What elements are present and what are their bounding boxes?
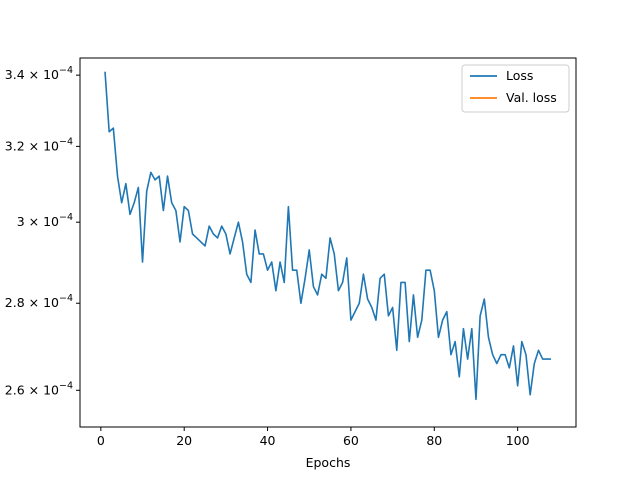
series-layer xyxy=(104,71,551,401)
y-tick-label: 3 × 10−4 xyxy=(17,212,73,229)
x-tick-label: 20 xyxy=(176,433,192,448)
y-tick-label: 2.6 × 10−4 xyxy=(5,380,73,397)
x-tick-label: 100 xyxy=(506,433,530,448)
y-tick-label: 3.2 × 10−4 xyxy=(5,136,73,153)
x-axis-label: Epochs xyxy=(306,455,351,470)
x-tick-label: 0 xyxy=(97,433,105,448)
series-line-0 xyxy=(104,71,551,401)
legend-label-1: Val. loss xyxy=(506,90,557,105)
legend: Loss Val. loss xyxy=(461,64,570,113)
y-axis: 2.6 × 10−4 2.8 × 10−4 3 × 10−4 3.2 × 10−4 3.… xyxy=(5,65,80,397)
x-tick-label: 80 xyxy=(426,433,442,448)
axes-frame xyxy=(79,57,577,428)
x-tick-label: 60 xyxy=(343,433,359,448)
x-axis: 0 20 40 60 80 100 xyxy=(97,427,530,448)
y-tick-label: 2.8 × 10−4 xyxy=(5,293,73,310)
x-tick-label: 40 xyxy=(260,433,276,448)
y-tick-label: 3.4 × 10−4 xyxy=(5,65,73,82)
legend-label-0: Loss xyxy=(506,68,533,83)
